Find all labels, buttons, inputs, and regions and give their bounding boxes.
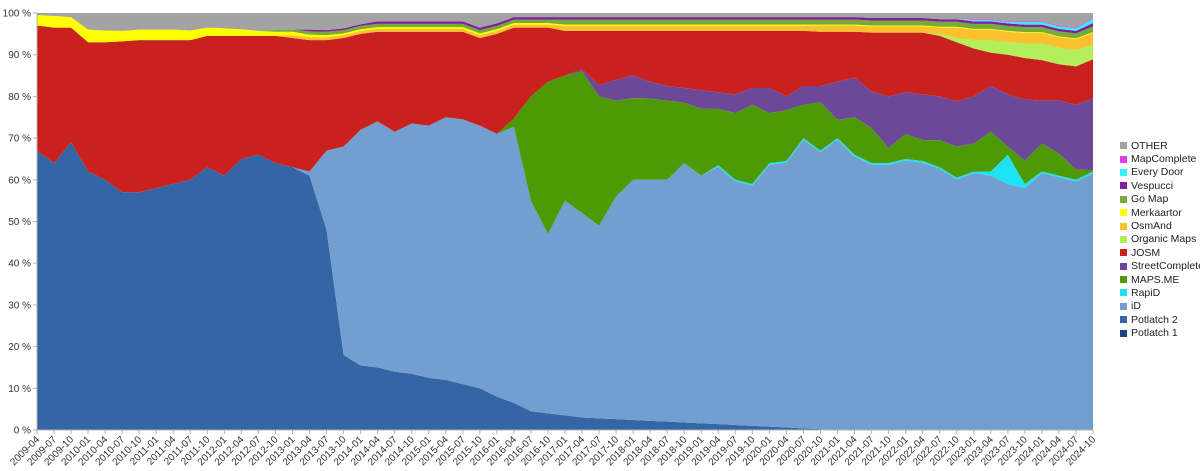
y-tick-label: 50 % [8, 217, 31, 228]
area-other [37, 13, 1093, 31]
legend-swatch [1120, 276, 1127, 284]
legend-label: Vespucci [1131, 179, 1174, 192]
legend-item-potlatch-2: Potlatch 2 [1120, 313, 1200, 326]
legend-swatch [1120, 289, 1127, 297]
y-tick-label: 80 % [8, 92, 31, 103]
legend-label: StreetComplete [1131, 260, 1200, 273]
area-vespucci [37, 15, 1093, 34]
y-tick-label: 100 % [3, 9, 31, 20]
legend-swatch [1120, 329, 1127, 337]
y-tick-label: 40 % [8, 259, 31, 270]
legend-label: OsmAnd [1131, 220, 1172, 233]
legend-label: MapComplete [1131, 153, 1197, 166]
legend-swatch [1120, 155, 1127, 163]
legend-swatch [1120, 235, 1127, 243]
legend-item-merkaartor: Merkaartor [1120, 206, 1200, 219]
legend-item-every-door: Every Door [1120, 166, 1200, 179]
legend-swatch [1120, 249, 1127, 257]
legend-item-osmand: OsmAnd [1120, 219, 1200, 232]
legend-item-id: iD [1120, 300, 1200, 313]
legend-item-go-map: Go Map [1120, 193, 1200, 206]
series-areas [37, 13, 1093, 430]
y-tick-label: 70 % [8, 134, 31, 145]
y-tick-label: 0 % [14, 426, 31, 437]
legend-item-josm: JOSM [1120, 246, 1200, 259]
legend-item-mapcomplete: MapComplete [1120, 152, 1200, 165]
y-tick-label: 90 % [8, 50, 31, 61]
legend-label: MAPS.ME [1131, 273, 1180, 286]
area-go-map [37, 15, 1093, 39]
legend-label: Merkaartor [1131, 206, 1182, 219]
area-osmand [37, 24, 1093, 50]
legend-label: Potlatch 1 [1131, 327, 1178, 340]
x-axis-ticks: 2009-042009-072009-102010-012010-042010-… [8, 430, 1098, 468]
legend-swatch [1120, 182, 1127, 190]
legend-item-maps-me: MAPS.ME [1120, 273, 1200, 286]
legend-item-other: OTHER [1120, 139, 1200, 152]
legend-item-streetcomplete: StreetComplete [1120, 260, 1200, 273]
legend-label: Organic Maps [1131, 233, 1197, 246]
legend-swatch [1120, 302, 1127, 310]
area-potlatch-2 [37, 142, 1093, 430]
y-tick-label: 60 % [8, 175, 31, 186]
legend-label: Every Door [1131, 166, 1184, 179]
area-id [37, 117, 1093, 430]
legend-item-potlatch-1: Potlatch 1 [1120, 326, 1200, 339]
legend-swatch [1120, 262, 1127, 270]
legend-label: JOSM [1131, 246, 1161, 259]
area-josm [37, 25, 1093, 193]
y-tick-label: 20 % [8, 342, 31, 353]
legend-swatch [1120, 209, 1127, 217]
area-streetcomplete [37, 69, 1093, 193]
legend: OTHER MapComplete Every Door Vespucci Go Map… [1120, 139, 1200, 340]
area-maps-me [37, 71, 1093, 235]
legend-label: iD [1131, 300, 1141, 313]
legend-label: Go Map [1131, 193, 1169, 206]
y-tick-label: 30 % [8, 300, 31, 311]
legend-label: Potlatch 2 [1131, 313, 1178, 326]
y-axis-ticks: 0 % 10 % 20 % 30 % 40 % 50 % 60 % 70 % 80 % 90 % 1… [3, 9, 37, 437]
legend-swatch [1120, 222, 1127, 230]
legend-label: OTHER [1131, 139, 1168, 152]
legend-item-organic-maps: Organic Maps [1120, 233, 1200, 246]
area-merkaartor [37, 15, 1093, 43]
legend-swatch [1120, 168, 1127, 176]
legend-swatch [1120, 316, 1127, 324]
legend-item-vespucci: Vespucci [1120, 179, 1200, 192]
legend-item-rapid: RapiD [1120, 286, 1200, 299]
legend-swatch [1120, 195, 1127, 203]
y-tick-label: 10 % [8, 384, 31, 395]
legend-swatch [1120, 142, 1127, 150]
legend-label: RapiD [1131, 286, 1161, 299]
